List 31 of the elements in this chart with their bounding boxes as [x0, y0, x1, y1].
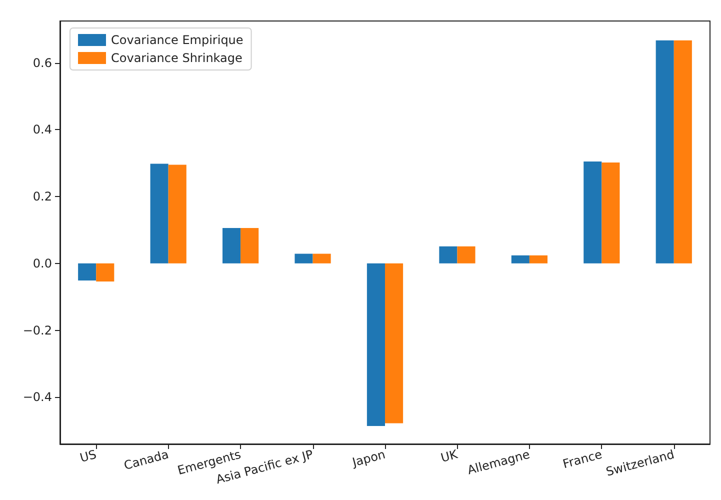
y-tick-label: 0.4: [32, 122, 52, 137]
y-tick-label: −0.2: [22, 323, 52, 338]
bar: [511, 255, 530, 264]
bar: [439, 246, 458, 264]
x-tick-label: UK: [439, 446, 460, 466]
legend-label: Covariance Empirique: [111, 33, 244, 47]
bar: [656, 40, 674, 264]
bar: [168, 164, 186, 264]
y-tick-label: −0.4: [22, 390, 52, 404]
bar: [312, 254, 331, 264]
bar: [294, 254, 313, 264]
bar: [584, 161, 602, 264]
bar: [96, 263, 114, 282]
legend-label: Covariance Shrinkage: [111, 51, 242, 65]
bar: [366, 263, 385, 426]
y-tick-label: 0.2: [32, 190, 52, 204]
x-tick-label: Canada: [122, 447, 170, 473]
bar: [602, 162, 620, 264]
x-tick-label: Japon: [350, 447, 387, 470]
y-tick-label: 0.0: [32, 256, 52, 270]
bar: [150, 164, 168, 264]
bar: [222, 228, 241, 264]
x-tick-label: France: [561, 447, 604, 472]
bar: [674, 40, 692, 264]
bar: [529, 255, 548, 264]
y-tick-label: 0.6: [32, 56, 52, 70]
bar: [385, 263, 404, 424]
bar: [240, 228, 259, 264]
bar: [78, 263, 96, 280]
x-tick-label: US: [78, 447, 98, 466]
bar: [457, 246, 476, 264]
